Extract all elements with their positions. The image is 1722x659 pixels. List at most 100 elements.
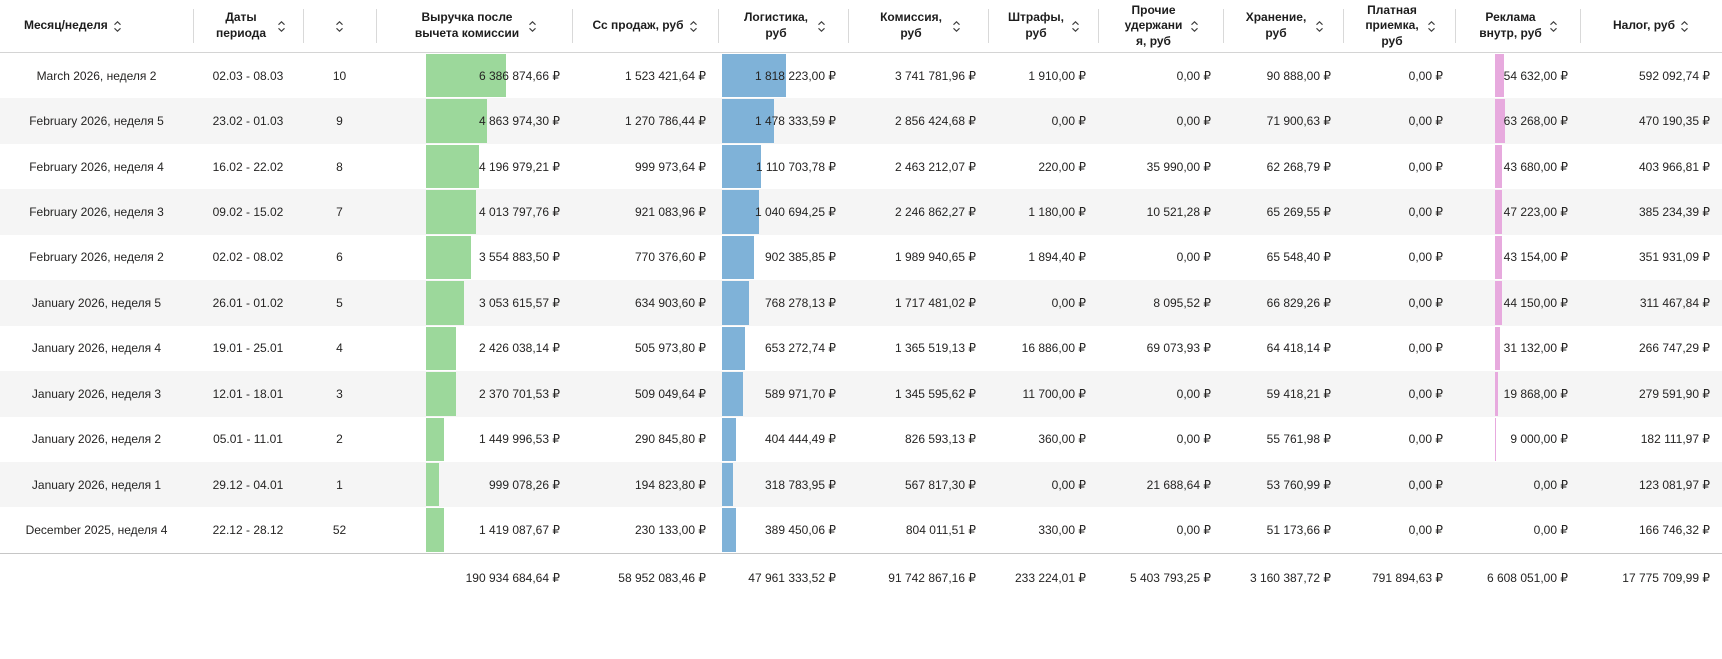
cell-tax[interactable]: 592 092,74 ₽ <box>1580 53 1722 98</box>
column-header-week_number[interactable] <box>303 0 376 52</box>
cell-revenue_after_commission[interactable]: 999 078,26 ₽ <box>376 462 572 507</box>
cell-cost_of_sales[interactable]: 509 049,64 ₽ <box>572 371 718 416</box>
cell-revenue_after_commission[interactable]: 2 370 701,53 ₽ <box>376 371 572 416</box>
cell-revenue_after_commission[interactable]: 3 554 883,50 ₽ <box>376 235 572 280</box>
cell-month_week[interactable]: January 2026, неделя 2 <box>0 417 193 462</box>
cell-paid_acceptance[interactable]: 0,00 ₽ <box>1343 53 1455 98</box>
cell-logistics[interactable]: 902 385,85 ₽ <box>718 235 848 280</box>
cell-storage[interactable]: 55 761,98 ₽ <box>1223 417 1343 462</box>
cell-logistics[interactable]: 589 971,70 ₽ <box>718 371 848 416</box>
sort-icon[interactable] <box>689 20 698 33</box>
cell-period_dates[interactable]: 16.02 - 22.02 <box>193 144 303 189</box>
cell-paid_acceptance[interactable]: 0,00 ₽ <box>1343 280 1455 325</box>
cell-commission[interactable]: 567 817,30 ₽ <box>848 462 988 507</box>
cell-storage[interactable]: 90 888,00 ₽ <box>1223 53 1343 98</box>
cell-internal_ads[interactable]: 44 150,00 ₽ <box>1455 280 1580 325</box>
cell-cost_of_sales[interactable]: 921 083,96 ₽ <box>572 189 718 234</box>
cell-commission[interactable]: 1 717 481,02 ₽ <box>848 280 988 325</box>
cell-storage[interactable]: 51 173,66 ₽ <box>1223 507 1343 552</box>
cell-month_week[interactable]: February 2026, неделя 4 <box>0 144 193 189</box>
cell-logistics[interactable]: 1 110 703,78 ₽ <box>718 144 848 189</box>
column-header-fines[interactable]: Штрафы, руб <box>988 0 1098 52</box>
cell-week_number[interactable]: 7 <box>303 189 376 234</box>
cell-storage[interactable]: 66 829,26 ₽ <box>1223 280 1343 325</box>
cell-week_number[interactable]: 52 <box>303 507 376 552</box>
sort-icon[interactable] <box>817 20 826 33</box>
cell-internal_ads[interactable]: 9 000,00 ₽ <box>1455 417 1580 462</box>
cell-cost_of_sales[interactable]: 1 270 786,44 ₽ <box>572 98 718 143</box>
cell-fines[interactable]: 1 180,00 ₽ <box>988 189 1098 234</box>
cell-tax[interactable]: 403 966,81 ₽ <box>1580 144 1722 189</box>
cell-storage[interactable]: 71 900,63 ₽ <box>1223 98 1343 143</box>
cell-internal_ads[interactable]: 0,00 ₽ <box>1455 507 1580 552</box>
cell-week_number[interactable]: 6 <box>303 235 376 280</box>
cell-period_dates[interactable]: 19.01 - 25.01 <box>193 326 303 371</box>
cell-cost_of_sales[interactable]: 999 973,64 ₽ <box>572 144 718 189</box>
cell-month_week[interactable]: February 2026, неделя 2 <box>0 235 193 280</box>
cell-tax[interactable]: 385 234,39 ₽ <box>1580 189 1722 234</box>
cell-commission[interactable]: 804 011,51 ₽ <box>848 507 988 552</box>
cell-internal_ads[interactable]: 31 132,00 ₽ <box>1455 326 1580 371</box>
cell-logistics[interactable]: 389 450,06 ₽ <box>718 507 848 552</box>
sort-icon[interactable] <box>528 20 537 33</box>
column-header-commission[interactable]: Комиссия, руб <box>848 0 988 52</box>
cell-fines[interactable]: 1 910,00 ₽ <box>988 53 1098 98</box>
cell-period_dates[interactable]: 26.01 - 01.02 <box>193 280 303 325</box>
cell-logistics[interactable]: 404 444,49 ₽ <box>718 417 848 462</box>
cell-commission[interactable]: 3 741 781,96 ₽ <box>848 53 988 98</box>
cell-other_deductions[interactable]: 10 521,28 ₽ <box>1098 189 1223 234</box>
table-row[interactable]: January 2026, неделя 3 12.01 - 18.01 3 2 37… <box>0 371 1722 417</box>
cell-paid_acceptance[interactable]: 0,00 ₽ <box>1343 371 1455 416</box>
cell-logistics[interactable]: 1 818 223,00 ₽ <box>718 53 848 98</box>
cell-fines[interactable]: 220,00 ₽ <box>988 144 1098 189</box>
table-row[interactable]: December 2025, неделя 4 22.12 - 28.12 52 1 … <box>0 507 1722 553</box>
cell-internal_ads[interactable]: 47 223,00 ₽ <box>1455 189 1580 234</box>
cell-period_dates[interactable]: 05.01 - 11.01 <box>193 417 303 462</box>
cell-fines[interactable]: 0,00 ₽ <box>988 462 1098 507</box>
column-header-paid_acceptance[interactable]: Платная приемка, руб <box>1343 0 1455 52</box>
cell-paid_acceptance[interactable]: 0,00 ₽ <box>1343 462 1455 507</box>
column-header-other_deductions[interactable]: Прочие удержания, руб <box>1098 0 1223 52</box>
cell-tax[interactable]: 351 931,09 ₽ <box>1580 235 1722 280</box>
cell-revenue_after_commission[interactable]: 4 013 797,76 ₽ <box>376 189 572 234</box>
sort-icon[interactable] <box>1427 20 1436 33</box>
cell-storage[interactable]: 53 760,99 ₽ <box>1223 462 1343 507</box>
sort-icon[interactable] <box>277 20 286 33</box>
cell-cost_of_sales[interactable]: 290 845,80 ₽ <box>572 417 718 462</box>
table-row[interactable]: March 2026, неделя 2 02.03 - 08.03 10 6 386… <box>0 53 1722 99</box>
cell-revenue_after_commission[interactable]: 3 053 615,57 ₽ <box>376 280 572 325</box>
cell-paid_acceptance[interactable]: 0,00 ₽ <box>1343 507 1455 552</box>
table-row[interactable]: February 2026, неделя 2 02.02 - 08.02 6 3 5… <box>0 234 1722 281</box>
cell-paid_acceptance[interactable]: 0,00 ₽ <box>1343 235 1455 280</box>
cell-cost_of_sales[interactable]: 230 133,00 ₽ <box>572 507 718 552</box>
sort-icon[interactable] <box>952 20 961 33</box>
cell-commission[interactable]: 1 365 519,13 ₽ <box>848 326 988 371</box>
sort-icon[interactable] <box>113 20 122 33</box>
cell-revenue_after_commission[interactable]: 6 386 874,66 ₽ <box>376 53 572 98</box>
cell-month_week[interactable]: January 2026, неделя 4 <box>0 326 193 371</box>
cell-logistics[interactable]: 1 040 694,25 ₽ <box>718 189 848 234</box>
cell-commission[interactable]: 2 856 424,68 ₽ <box>848 98 988 143</box>
table-row[interactable]: February 2026, неделя 3 09.02 - 15.02 7 4 0… <box>0 189 1722 235</box>
cell-cost_of_sales[interactable]: 634 903,60 ₽ <box>572 280 718 325</box>
cell-logistics[interactable]: 768 278,13 ₽ <box>718 280 848 325</box>
sort-icon[interactable] <box>1680 20 1689 33</box>
cell-internal_ads[interactable]: 43 680,00 ₽ <box>1455 144 1580 189</box>
cell-fines[interactable]: 1 894,40 ₽ <box>988 235 1098 280</box>
cell-week_number[interactable]: 8 <box>303 144 376 189</box>
cell-storage[interactable]: 64 418,14 ₽ <box>1223 326 1343 371</box>
cell-week_number[interactable]: 4 <box>303 326 376 371</box>
cell-week_number[interactable]: 10 <box>303 53 376 98</box>
cell-month_week[interactable]: January 2026, неделя 5 <box>0 280 193 325</box>
column-header-tax[interactable]: Налог, руб <box>1580 0 1722 52</box>
cell-revenue_after_commission[interactable]: 2 426 038,14 ₽ <box>376 326 572 371</box>
table-row[interactable]: January 2026, неделя 5 26.01 - 01.02 5 3 05… <box>0 280 1722 326</box>
cell-commission[interactable]: 2 246 862,27 ₽ <box>848 189 988 234</box>
cell-revenue_after_commission[interactable]: 1 419 087,67 ₽ <box>376 507 572 552</box>
table-row[interactable]: January 2026, неделя 4 19.01 - 25.01 4 2 42… <box>0 325 1722 372</box>
cell-month_week[interactable]: February 2026, неделя 3 <box>0 189 193 234</box>
cell-other_deductions[interactable]: 0,00 ₽ <box>1098 98 1223 143</box>
cell-fines[interactable]: 0,00 ₽ <box>988 280 1098 325</box>
column-header-revenue_after_commission[interactable]: Выручка после вычета комиссии <box>376 0 572 52</box>
cell-paid_acceptance[interactable]: 0,00 ₽ <box>1343 144 1455 189</box>
